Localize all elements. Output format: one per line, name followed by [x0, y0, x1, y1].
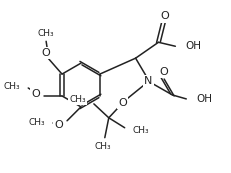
Text: CH₃: CH₃	[94, 142, 111, 151]
Text: O: O	[54, 120, 63, 130]
Text: O: O	[31, 89, 40, 99]
Text: O: O	[158, 67, 167, 77]
Text: OH: OH	[195, 94, 211, 104]
Text: O: O	[118, 98, 127, 108]
Text: CH₃: CH₃	[4, 81, 20, 90]
Text: CH₃: CH₃	[69, 95, 85, 104]
Text: N: N	[144, 76, 152, 86]
Text: CH₃: CH₃	[28, 118, 45, 127]
Text: O: O	[159, 11, 168, 21]
Text: OH: OH	[185, 41, 201, 51]
Text: CH₃: CH₃	[132, 126, 149, 135]
Text: CH₃: CH₃	[38, 29, 54, 38]
Text: O: O	[42, 48, 50, 58]
